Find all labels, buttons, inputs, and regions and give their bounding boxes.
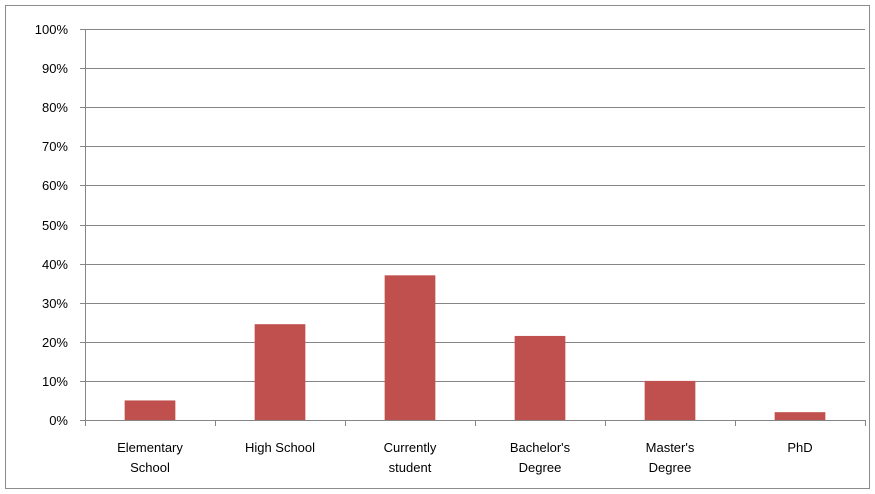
x-category-label-line: Elementary <box>117 440 183 455</box>
bar <box>774 412 826 420</box>
y-tick-label: 20% <box>42 335 68 350</box>
x-category-label-line: Master's <box>646 440 695 455</box>
x-axis-category-labels: Elementary School High School Currently stud… <box>117 440 813 475</box>
bar <box>384 275 436 420</box>
bar <box>124 400 176 420</box>
x-category-label-line: School <box>130 460 170 475</box>
x-category-label: Bachelor's Degree <box>510 440 571 475</box>
y-tick-label: 10% <box>42 374 68 389</box>
x-category-label-line: Bachelor's <box>510 440 571 455</box>
bars <box>124 275 826 420</box>
x-category-label-line: student <box>389 460 432 475</box>
y-tick-label: 70% <box>42 139 68 154</box>
y-tick-label: 100% <box>35 22 69 37</box>
y-tick-label: 30% <box>42 296 68 311</box>
bar <box>644 380 696 420</box>
y-axis-tick-labels: 0% 10% 20% 30% 40% 50% 60% 70% 80% 90% 100% <box>35 22 69 428</box>
axes <box>80 29 866 426</box>
y-tick-label: 60% <box>42 178 68 193</box>
y-tick-label: 40% <box>42 257 68 272</box>
x-category-label-line: Degree <box>519 460 562 475</box>
y-tick-label: 50% <box>42 218 68 233</box>
bar <box>514 335 566 420</box>
x-category-label: High School <box>245 440 315 455</box>
y-tick-label: 0% <box>49 413 68 428</box>
x-category-label-line: PhD <box>787 440 812 455</box>
x-category-label: Master's Degree <box>646 440 695 475</box>
x-category-label: Currently student <box>384 440 437 475</box>
x-category-label-line: High School <box>245 440 315 455</box>
x-category-label: Elementary School <box>117 440 183 475</box>
bar <box>254 324 306 420</box>
y-tick-label: 90% <box>42 61 68 76</box>
x-category-label-line: Currently <box>384 440 437 455</box>
x-category-label-line: Degree <box>649 460 692 475</box>
y-tick-label: 80% <box>42 100 68 115</box>
gridlines <box>85 29 865 382</box>
x-category-label: PhD <box>787 440 812 455</box>
